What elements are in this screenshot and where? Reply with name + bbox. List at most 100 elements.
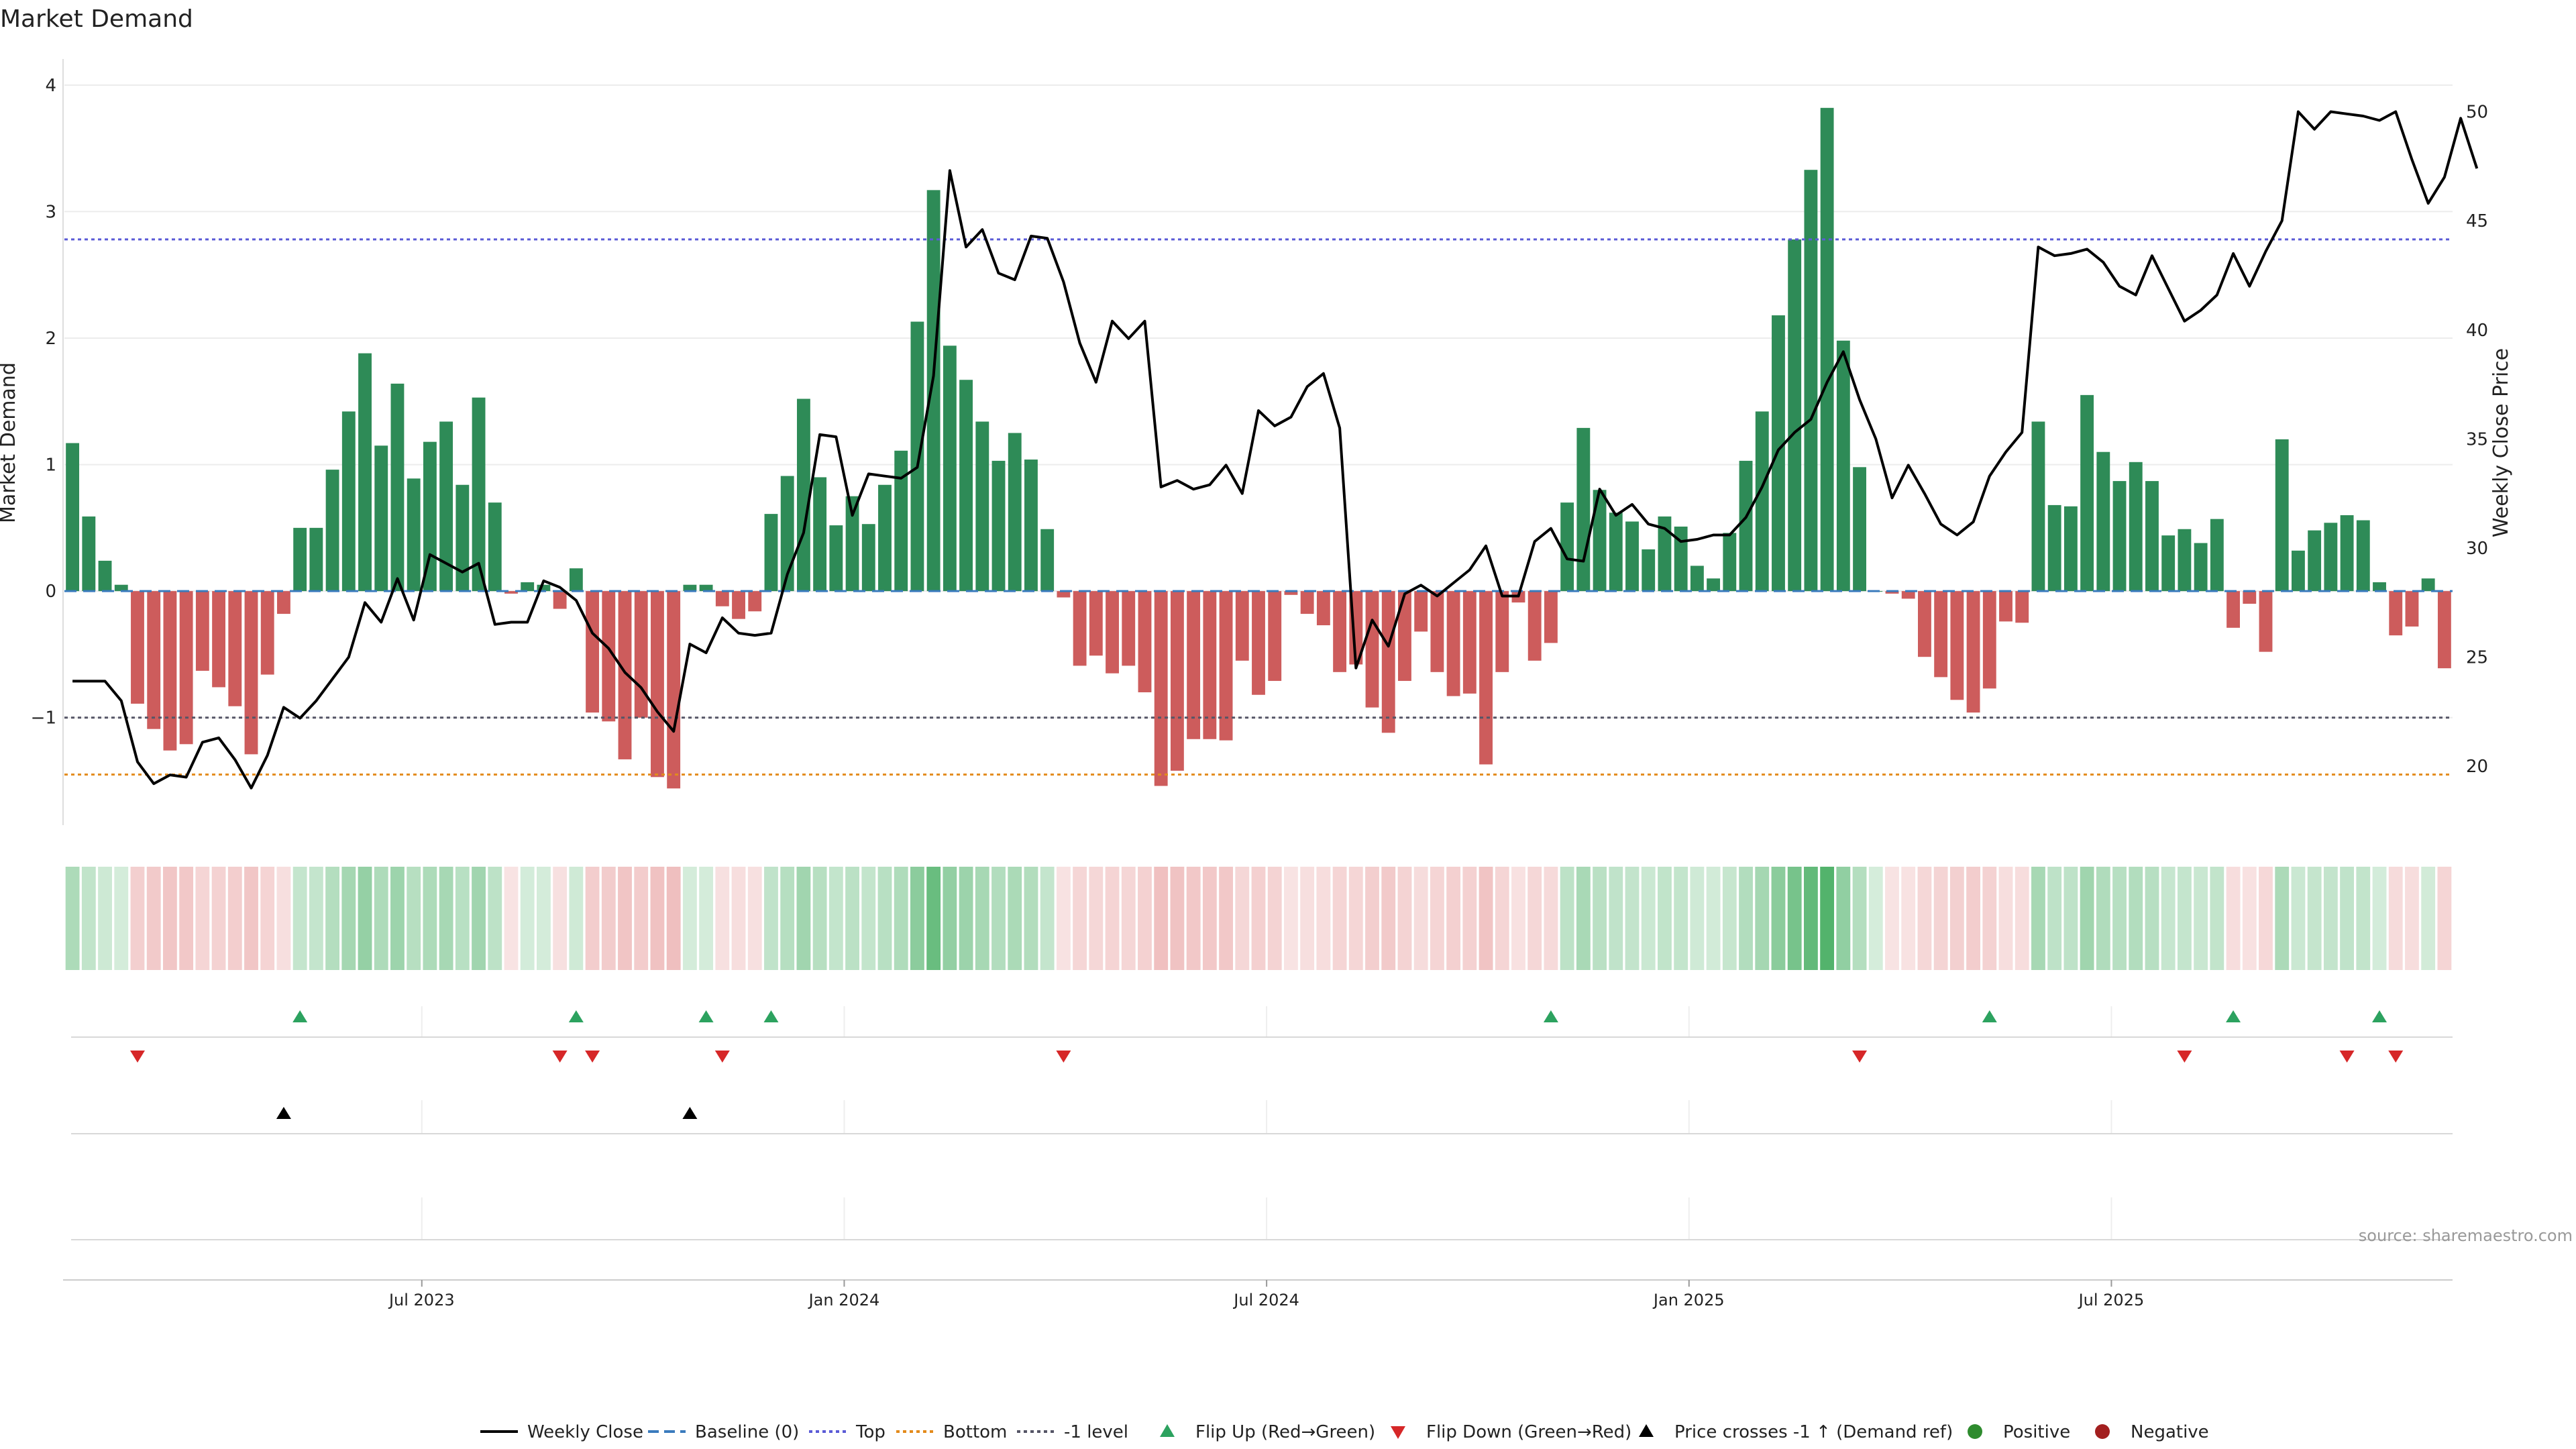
demand-bar bbox=[407, 478, 421, 592]
flip-down-marker bbox=[2339, 1051, 2355, 1063]
heat-strip-cell bbox=[2437, 867, 2452, 970]
legend-label: Flip Down (Green→Red) bbox=[1426, 1422, 1631, 1442]
heat-strip-cell bbox=[780, 867, 795, 970]
demand-bar bbox=[2437, 591, 2451, 669]
y-axis-label: Market Demand bbox=[0, 362, 20, 523]
demand-bar bbox=[1268, 591, 1282, 682]
y-tick-label: 1 bbox=[45, 455, 56, 476]
heat-strip-cell bbox=[163, 867, 177, 970]
demand-bar bbox=[813, 477, 827, 592]
demand-bar bbox=[2308, 530, 2322, 592]
demand-bar bbox=[1170, 591, 1184, 771]
heat-strip-cell bbox=[1982, 867, 1997, 970]
demand-bar bbox=[212, 591, 225, 688]
demand-bar bbox=[472, 397, 486, 592]
demand-bar bbox=[910, 321, 924, 592]
price-cross-marker bbox=[276, 1107, 291, 1119]
heat-strip-cell bbox=[2031, 867, 2045, 970]
demand-bar bbox=[131, 591, 144, 704]
demand-bar bbox=[2292, 550, 2305, 592]
demand-bar bbox=[1138, 591, 1152, 692]
flip-down-marker bbox=[129, 1051, 145, 1063]
axes: −1 0 1 2 3 4 20 25 30 35 40 45 50 bbox=[31, 59, 2488, 825]
heat-strip-cell bbox=[309, 867, 323, 970]
demand-bar bbox=[1057, 591, 1071, 598]
x-tick-label: Jul 2025 bbox=[2078, 1291, 2145, 1309]
flip-down-marker bbox=[2388, 1051, 2404, 1063]
demand-bar bbox=[1642, 549, 1656, 592]
demand-bar bbox=[537, 584, 551, 592]
heat-strip-cell bbox=[1056, 867, 1071, 970]
demand-bar bbox=[2340, 515, 2354, 592]
heat-strip-cell bbox=[1462, 867, 1477, 970]
heat-strip-cell bbox=[1089, 867, 1104, 970]
demand-bar bbox=[1024, 460, 1038, 592]
demand-bar bbox=[2210, 519, 2224, 592]
demand-bar bbox=[683, 584, 697, 592]
legend-label: Bottom bbox=[943, 1422, 1007, 1442]
demand-bar bbox=[2405, 591, 2419, 627]
heat-strip-cell bbox=[699, 867, 714, 970]
heat-strip-cell bbox=[2015, 867, 2029, 970]
heat-strip-cell bbox=[1674, 867, 1688, 970]
heat-strip-cell bbox=[2145, 867, 2159, 970]
demand-bar bbox=[1723, 533, 1737, 592]
y2-tick-label: 40 bbox=[2466, 321, 2488, 341]
heat-strip-cell bbox=[1722, 867, 1737, 970]
heat-strip-cell bbox=[2194, 867, 2208, 970]
legend-label: -1 level bbox=[1064, 1422, 1128, 1442]
heat-strip-cell bbox=[926, 867, 941, 970]
flip-up-marker bbox=[568, 1010, 584, 1022]
demand-bar bbox=[1462, 591, 1477, 694]
demand-bar bbox=[2324, 523, 2338, 592]
demand-bar bbox=[147, 591, 161, 729]
demand-bar bbox=[2031, 421, 2045, 592]
heat-strip-cell bbox=[1186, 867, 1201, 970]
demand-bar bbox=[1219, 591, 1233, 741]
demand-bar bbox=[586, 591, 600, 713]
heat-strip-cell bbox=[1267, 867, 1282, 970]
demand-bar bbox=[390, 383, 405, 592]
weekly-close-line bbox=[72, 110, 2479, 790]
demand-bar bbox=[2047, 504, 2061, 592]
demand-bar bbox=[82, 516, 96, 592]
heat-strip-cell bbox=[812, 867, 827, 970]
demand-bar bbox=[1836, 340, 1850, 592]
demand-bar bbox=[293, 527, 307, 592]
demand-bar bbox=[228, 591, 242, 706]
demand-bar bbox=[2356, 520, 2370, 592]
demand-bar bbox=[2178, 529, 2192, 592]
heat-strip-cell bbox=[439, 867, 453, 970]
heat-strip-cell bbox=[764, 867, 778, 970]
demand-bar bbox=[926, 190, 941, 592]
legend-swatch bbox=[2095, 1424, 2110, 1439]
demand-bar bbox=[1593, 490, 1607, 592]
demand-bar bbox=[66, 443, 80, 592]
heat-strip-cell bbox=[390, 867, 405, 970]
demand-bar bbox=[1674, 526, 1688, 592]
demand-bar bbox=[1739, 460, 1753, 592]
heat-strip-cell bbox=[2177, 867, 2192, 970]
heat-strip-cell bbox=[553, 867, 568, 970]
demand-bar bbox=[455, 484, 470, 592]
legend-label: Price crosses -1 ↑ (Demand ref) bbox=[1674, 1422, 1953, 1442]
demand-bar bbox=[959, 380, 973, 592]
heat-strip-cell bbox=[1121, 867, 1136, 970]
demand-bar bbox=[1982, 591, 1996, 689]
heat-strip-cell bbox=[828, 867, 843, 970]
demand-bar bbox=[341, 411, 356, 592]
heat-strip-cell bbox=[2372, 867, 2387, 970]
heat-strip-cell bbox=[1868, 867, 1883, 970]
flip-down-marker bbox=[585, 1051, 600, 1063]
x-tick-label: Jan 2025 bbox=[1652, 1291, 1725, 1309]
heat-strip-cell bbox=[1413, 867, 1428, 970]
heat-strip-cell bbox=[2112, 867, 2127, 970]
heat-strip-cell bbox=[1381, 867, 1396, 970]
heat-strip-cell bbox=[1641, 867, 1656, 970]
heat-strip-cell bbox=[1966, 867, 1980, 970]
y2-tick-label: 20 bbox=[2466, 757, 2488, 777]
demand-bar bbox=[1966, 591, 1980, 713]
demand-bar bbox=[1284, 591, 1298, 595]
demand-bar bbox=[1885, 591, 1899, 594]
demand-bar bbox=[667, 591, 681, 789]
